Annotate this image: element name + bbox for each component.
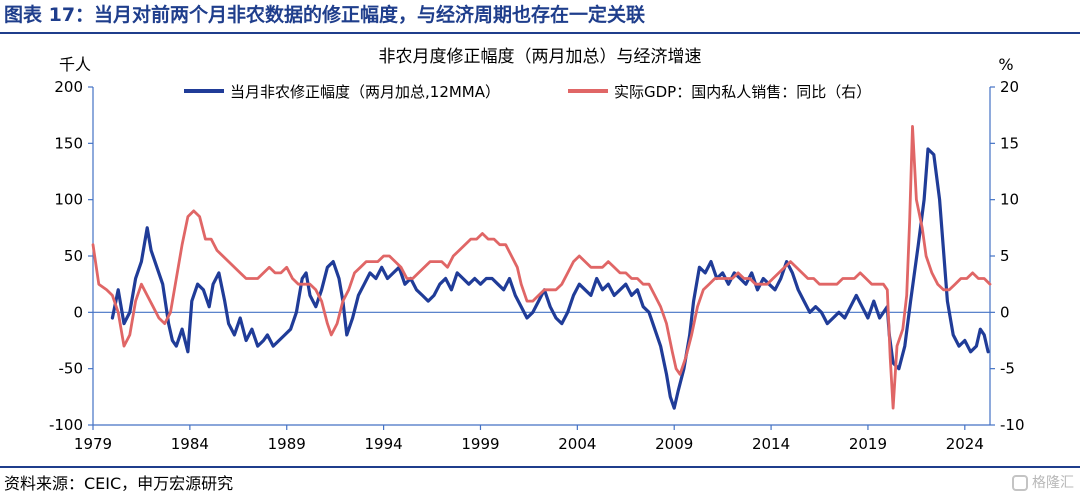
y-right-tick-label: 20: [1000, 78, 1019, 96]
x-tick-label: 1994: [365, 435, 403, 453]
legend-label-left: 当月非农修正幅度（两月加总,12MMA）: [230, 83, 500, 101]
y-right-unit: %: [998, 55, 1013, 74]
chart-title: 非农月度修正幅度（两月加总）与经济增速: [379, 47, 702, 67]
x-tick-label: 1999: [461, 435, 499, 453]
y-right-tick-label: -5: [1000, 360, 1015, 378]
y-right-tick-label: 15: [1000, 134, 1019, 152]
y-right-tick-label: 0: [1000, 303, 1010, 321]
x-tick-label: 2004: [558, 435, 596, 453]
y-left-unit: 千人: [59, 55, 91, 74]
y-right-tick-label: -10: [1000, 416, 1025, 434]
title-rule: [0, 32, 1080, 34]
y-left-tick-label: -100: [49, 416, 83, 434]
x-tick-label: 1984: [171, 435, 209, 453]
y-right-tick-label: 5: [1000, 247, 1010, 265]
plot-area: [91, 125, 992, 410]
x-tick-label: 2009: [655, 435, 693, 453]
x-tick-label: 2014: [752, 435, 790, 453]
y-left-tick-label: -50: [59, 360, 84, 378]
watermark: 格隆汇: [1012, 472, 1074, 494]
watermark-logo-icon: [1012, 475, 1028, 491]
series-line-nonfarm-revision: [110, 147, 990, 410]
figure-title: 图表 17：当月对前两个月非农数据的修正幅度，与经济周期也存在一定关联: [4, 4, 646, 26]
x-tick-label: 1989: [268, 435, 306, 453]
legend-label-right: 实际GDP：国内私人销售：同比（右）: [614, 83, 871, 101]
source-note: 资料来源：CEIC，申万宏源研究: [4, 474, 234, 493]
legend: 当月非农修正幅度（两月加总,12MMA） 实际GDP：国内私人销售：同比（右）: [184, 83, 871, 101]
x-tick-label: 2024: [946, 435, 984, 453]
y-left-tick-label: 100: [54, 191, 83, 209]
source-rule: [0, 466, 1080, 468]
x-tick-label: 2019: [849, 435, 887, 453]
y-left-tick-label: 150: [54, 134, 83, 152]
series-line-real-gdp-sales: [91, 125, 992, 410]
y-left-tick-label: 50: [64, 247, 83, 265]
watermark-text: 格隆汇: [1032, 475, 1074, 491]
y-right-tick-label: 10: [1000, 191, 1019, 209]
y-left-tick-label: 0: [73, 303, 83, 321]
chart: 非农月度修正幅度（两月加总）与经济增速 千人 % 当月非农修正幅度（两月加总,1…: [49, 47, 1025, 453]
x-tick-label: 1979: [74, 435, 112, 453]
y-left-tick-label: 200: [54, 78, 83, 96]
